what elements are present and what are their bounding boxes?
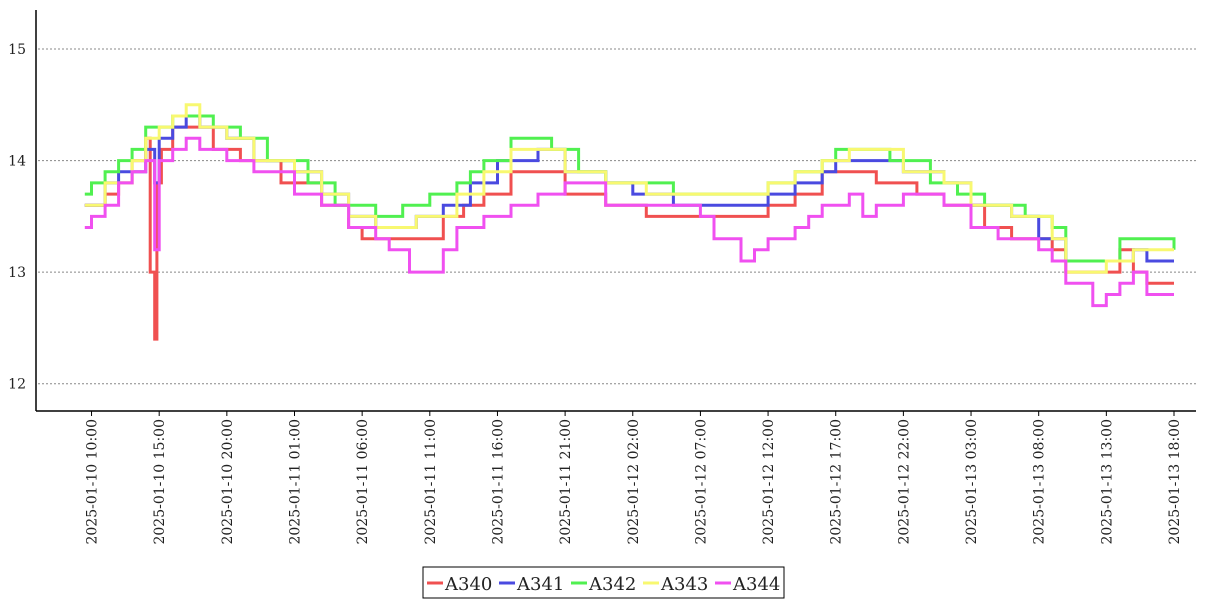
legend-label-a342: A342 [588, 574, 636, 595]
x-tick-label: 2025-01-12 17:00 [829, 419, 845, 545]
x-tick-label: 2025-01-11 06:00 [355, 419, 371, 545]
x-tick-label: 2025-01-13 18:00 [1167, 419, 1183, 545]
x-tick-label: 2025-01-10 15:00 [152, 419, 168, 545]
x-tick-label: 2025-01-11 11:00 [423, 419, 439, 545]
x-tick-label: 2025-01-12 22:00 [896, 419, 912, 545]
axes [35, 10, 1196, 412]
y-tick-label: 15 [8, 42, 26, 58]
x-tick-label: 2025-01-11 01:00 [287, 419, 303, 545]
x-tick-label: 2025-01-10 10:00 [85, 419, 101, 545]
legend: A340 A341 A342 A343 A344 [422, 566, 785, 599]
x-tick-label: 2025-01-12 12:00 [761, 419, 777, 545]
y-tick-labels: 12 13 14 15 [8, 42, 26, 393]
series-line-a344 [84, 136, 1174, 308]
series-lines [84, 103, 1176, 341]
x-tick-label: 2025-01-12 02:00 [626, 419, 642, 545]
x-tick-label: 2025-01-13 13:00 [1099, 419, 1115, 545]
y-tick-label: 14 [8, 154, 26, 170]
x-tick-label: 2025-01-11 16:00 [490, 419, 506, 545]
x-tick-label: 2025-01-10 20:00 [220, 419, 236, 545]
x-tick-label: 2025-01-11 21:00 [558, 419, 574, 545]
x-tick-label: 2025-01-13 08:00 [1032, 419, 1048, 545]
y-tick-label: 12 [8, 377, 26, 393]
series-line-a343 [84, 103, 1174, 274]
legend-label-a340: A340 [444, 574, 492, 595]
x-tick-label: 2025-01-13 03:00 [964, 419, 980, 545]
x-tick-labels: 2025-01-10 10:00 2025-01-10 15:00 2025-01-… [85, 411, 1183, 545]
x-tick-label: 2025-01-12 07:00 [693, 419, 709, 545]
y-tick-label: 13 [8, 265, 26, 281]
legend-label-a343: A343 [660, 574, 708, 595]
legend-label-a344: A344 [732, 574, 780, 595]
legend-label-a341: A341 [516, 574, 564, 595]
series-line-a340 [84, 125, 1174, 341]
